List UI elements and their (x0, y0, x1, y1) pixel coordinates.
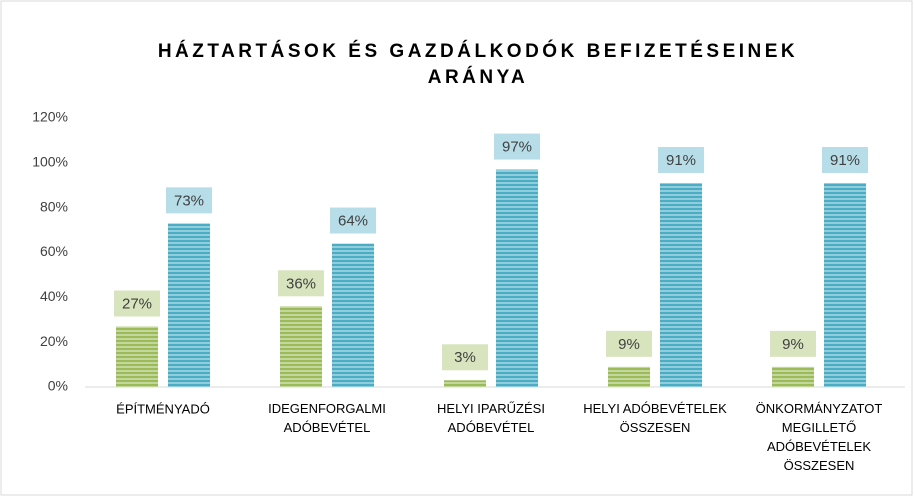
bar (168, 223, 210, 387)
bar (444, 380, 486, 387)
bar (608, 366, 650, 387)
bar (772, 366, 814, 387)
y-tick-label: 40% (40, 288, 68, 304)
value-label-box (278, 270, 324, 297)
value-label-box (166, 187, 212, 214)
value-label-box (442, 344, 488, 371)
y-tick-label: 0% (48, 378, 68, 394)
chart-title: HÁZTARTÁSOK ÉS GAZDÁLKODÓK BEFIZETÉSEINE… (158, 40, 798, 88)
x-tick-label: IDEGENFORGALMI ADÓBEVÉTEL (268, 401, 386, 435)
value-label-box (114, 290, 160, 317)
value-label: 9% (618, 336, 640, 353)
value-label-box (822, 147, 868, 174)
value-label: 73% (174, 192, 204, 209)
x-tick-label: HELYI IPARŰZÉSI ADÓBEVÉTEL (437, 401, 545, 435)
value-label: 27% (122, 295, 152, 312)
y-tick-label: 60% (40, 243, 68, 259)
value-label-box (606, 330, 652, 357)
x-tick-label: HELYI ADÓBEVÉTELEK ÖSSZESEN (583, 401, 727, 435)
y-tick-label: 100% (32, 154, 68, 170)
x-tick-label: ÉPÍTMÉNYADÓ (116, 401, 210, 416)
y-tick-label: 120% (32, 109, 68, 125)
value-label: 91% (666, 152, 696, 169)
value-label: 36% (286, 275, 316, 292)
bar (824, 183, 866, 387)
bar (280, 306, 322, 387)
value-label-box (494, 133, 540, 160)
value-label: 97% (502, 139, 532, 156)
value-label: 9% (782, 336, 804, 353)
x-tick-label: ÖNKORMÁNYZATOT MEGILLETŐ ADÓBEVÉTELEK ÖSSZE… (756, 401, 883, 473)
value-label: 3% (454, 349, 476, 366)
value-label: 64% (338, 213, 368, 230)
y-tick-label: 20% (40, 333, 68, 349)
y-tick-label: 80% (40, 198, 68, 214)
value-label-box (658, 147, 704, 174)
value-label: 91% (830, 152, 860, 169)
bar (116, 326, 158, 387)
bar (332, 243, 374, 387)
value-label-box (770, 330, 816, 357)
value-label-box (330, 207, 376, 234)
bar (660, 183, 702, 387)
bar (496, 169, 538, 387)
